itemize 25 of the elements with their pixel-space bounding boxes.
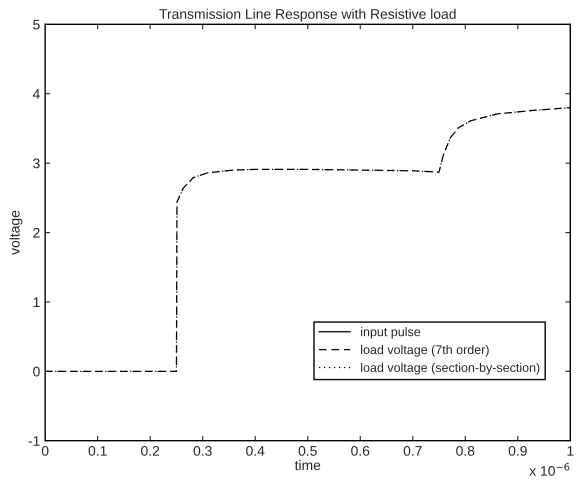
x-tick-label: 0.4 bbox=[246, 446, 264, 456]
legend-label: load voltage (7th order) bbox=[361, 344, 489, 357]
x-axis-title: time bbox=[294, 460, 320, 470]
x-tick-label: 1 bbox=[568, 446, 574, 456]
y-tick-label: -1 bbox=[28, 436, 40, 446]
legend-label: input pulse bbox=[361, 327, 420, 339]
x-tick-label: 0 bbox=[42, 446, 48, 456]
x-tick-label: 0.8 bbox=[456, 446, 474, 456]
chart-title: Transmission Line Response with Resistive load bbox=[159, 8, 456, 22]
y-axis-title: voltage bbox=[9, 210, 22, 255]
x-tick-label: 0.7 bbox=[404, 446, 422, 456]
x-tick-label: 0.6 bbox=[351, 446, 370, 456]
legend-label: load voltage (section-by-section) bbox=[361, 362, 540, 375]
y-tick-label: 0 bbox=[33, 366, 40, 377]
y-tick-label: 5 bbox=[33, 20, 40, 30]
y-tick-label: 2 bbox=[33, 228, 40, 238]
text: x 10$^{−6}$ bbox=[529, 463, 570, 476]
x-tick-label: 0.9 bbox=[508, 446, 527, 456]
y-tick-label: 3 bbox=[33, 158, 40, 168]
y-tick-label: 4 bbox=[32, 89, 40, 99]
x-tick-label: 0.2 bbox=[141, 446, 160, 456]
y-tick-label: 1 bbox=[34, 297, 40, 307]
x-tick-label: 0.3 bbox=[194, 446, 212, 456]
x-tick-label: 0.1 bbox=[88, 446, 107, 456]
x-tick-label: 0.5 bbox=[298, 446, 317, 456]
